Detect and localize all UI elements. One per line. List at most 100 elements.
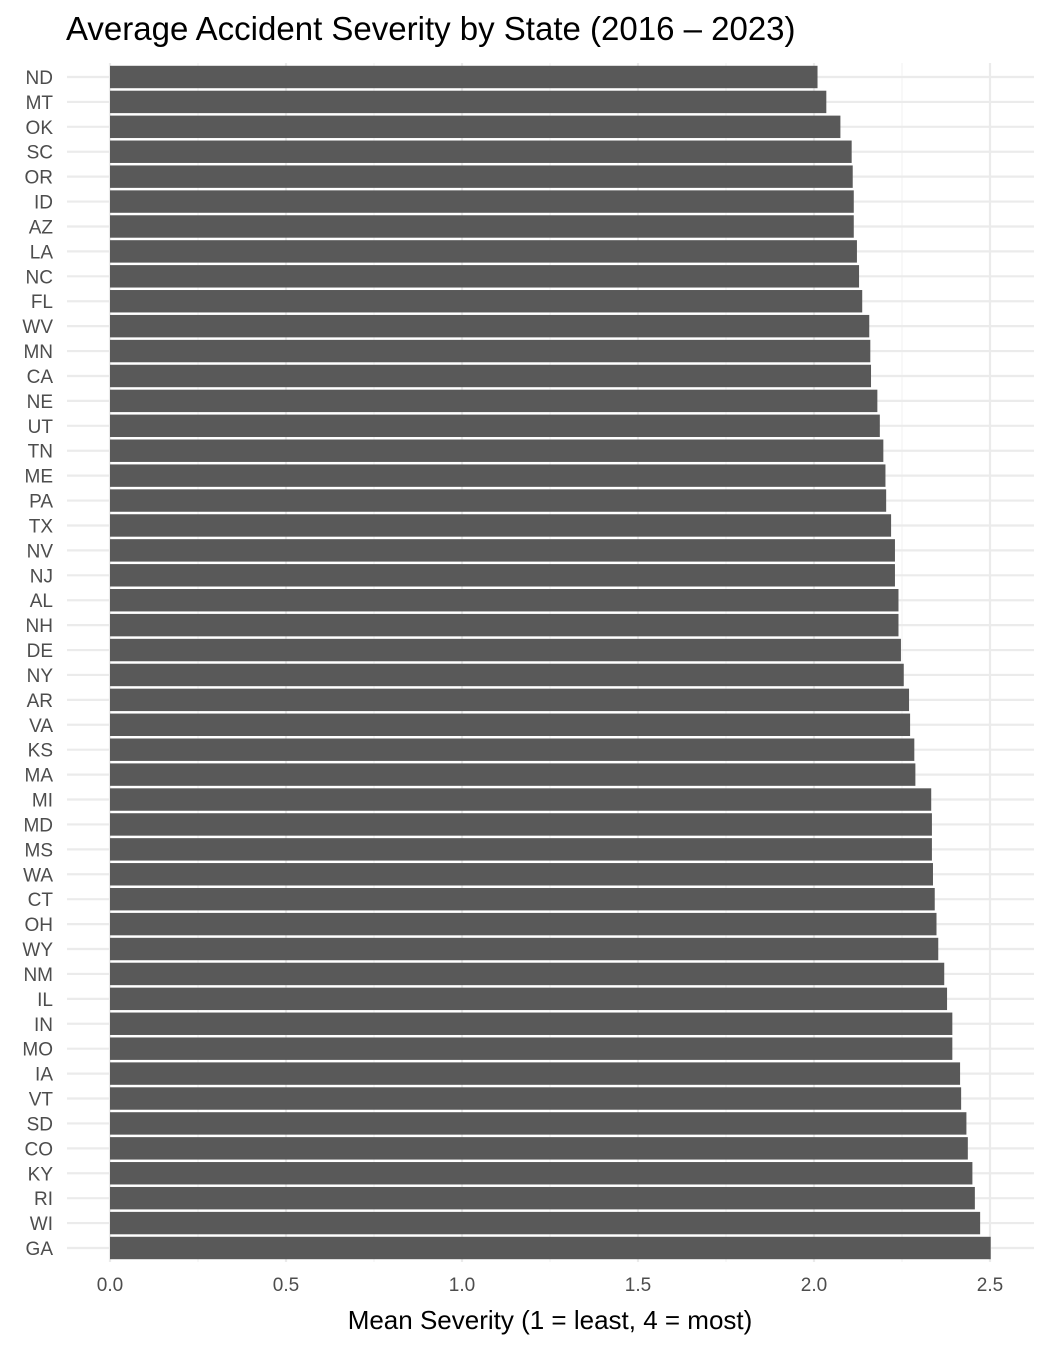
bar	[110, 165, 853, 188]
y-tick-label: MI	[32, 791, 53, 812]
y-tick-label: NC	[26, 267, 53, 288]
y-tick-label: FL	[31, 292, 53, 313]
y-tick-label: KS	[28, 741, 53, 762]
bar	[110, 962, 945, 986]
y-tick-label: IN	[34, 1015, 53, 1036]
bar	[110, 1186, 975, 1210]
y-axis-tick-labels: ND MT OK SC OR ID AZ LA NC FL WV MN CA NE UT TN ME PA TX NV…	[22, 68, 53, 1260]
y-tick-label: NM	[23, 965, 53, 986]
bar	[110, 763, 916, 786]
y-tick-label: AL	[30, 591, 53, 612]
y-tick-label: UT	[28, 417, 54, 438]
y-tick-label: MN	[23, 342, 53, 363]
bar	[110, 290, 863, 313]
bar	[110, 887, 935, 911]
y-tick-label: WY	[22, 940, 53, 961]
y-tick-label: NE	[27, 392, 53, 413]
bar	[110, 1087, 962, 1110]
y-tick-label: SD	[27, 1114, 53, 1135]
y-tick-label: IA	[35, 1065, 53, 1086]
x-tick-label: 1.0	[449, 1275, 475, 1296]
bar	[110, 1137, 968, 1160]
bar	[110, 439, 884, 462]
y-tick-label: PA	[29, 492, 53, 513]
bar	[110, 813, 932, 836]
bar	[110, 514, 892, 537]
y-tick-label: TN	[28, 442, 53, 463]
bar	[110, 863, 933, 886]
y-tick-label: MD	[23, 815, 53, 836]
bar	[110, 140, 852, 163]
y-tick-label: NH	[26, 616, 53, 637]
bar	[110, 663, 904, 687]
bar	[110, 464, 886, 487]
y-tick-label: CO	[25, 1139, 54, 1160]
bar	[110, 65, 818, 89]
bar	[110, 90, 827, 114]
bar	[110, 987, 948, 1011]
x-tick-label: 0.5	[273, 1275, 299, 1296]
bar	[110, 364, 872, 388]
y-tick-label: WA	[23, 865, 53, 886]
y-tick-label: MO	[22, 1040, 53, 1061]
y-tick-label: LA	[30, 242, 54, 263]
y-tick-label: NY	[27, 666, 54, 687]
bar	[110, 738, 915, 761]
y-tick-label: RI	[34, 1189, 53, 1210]
x-tick-label: 1.5	[625, 1275, 651, 1296]
bar	[110, 240, 857, 263]
y-tick-label: OR	[25, 168, 54, 189]
x-tick-label: 2.0	[801, 1275, 827, 1296]
bar	[110, 838, 932, 861]
bar	[110, 1236, 991, 1260]
y-tick-label: MT	[26, 93, 54, 114]
bar	[110, 215, 854, 238]
y-tick-label: KY	[28, 1164, 54, 1185]
y-tick-label: OH	[25, 915, 54, 936]
y-tick-label: GA	[26, 1239, 54, 1260]
y-tick-label: SC	[27, 143, 53, 164]
bars	[110, 65, 991, 1260]
bar	[110, 489, 887, 512]
y-tick-label: WI	[30, 1214, 53, 1235]
bar	[110, 912, 937, 936]
bar	[110, 339, 871, 363]
bar	[110, 1012, 953, 1035]
bar	[110, 937, 939, 961]
y-tick-label: WV	[22, 317, 53, 338]
bar	[110, 190, 854, 213]
bar	[110, 314, 870, 338]
bar	[110, 613, 899, 637]
y-tick-label: DE	[27, 641, 53, 662]
y-tick-label: VA	[29, 716, 53, 737]
y-tick-label: NV	[27, 541, 54, 562]
bar	[110, 1162, 973, 1185]
bar	[110, 1112, 967, 1135]
y-tick-label: MA	[25, 766, 54, 787]
y-tick-label: NJ	[30, 566, 53, 587]
x-tick-label: 2.5	[977, 1275, 1003, 1296]
bar	[110, 265, 860, 288]
y-tick-label: AR	[27, 691, 53, 712]
bar	[110, 788, 932, 811]
bar	[110, 638, 901, 662]
y-tick-label: ND	[26, 68, 53, 89]
chart-title: Average Accident Severity by State (2016…	[66, 10, 796, 47]
bar	[110, 414, 880, 438]
bar	[110, 539, 895, 562]
bar	[110, 1062, 961, 1085]
y-tick-label: CT	[28, 890, 54, 911]
bar	[110, 1211, 981, 1235]
y-tick-label: CA	[27, 367, 54, 388]
x-axis-title: Mean Severity (1 = least, 4 = most)	[348, 1305, 753, 1335]
bar	[110, 564, 895, 587]
bar	[110, 389, 878, 413]
y-tick-label: ID	[34, 193, 53, 214]
bar	[110, 688, 910, 712]
y-tick-label: ME	[25, 467, 54, 488]
bar	[110, 589, 899, 612]
bar	[110, 1037, 953, 1060]
y-tick-label: TX	[29, 516, 54, 537]
